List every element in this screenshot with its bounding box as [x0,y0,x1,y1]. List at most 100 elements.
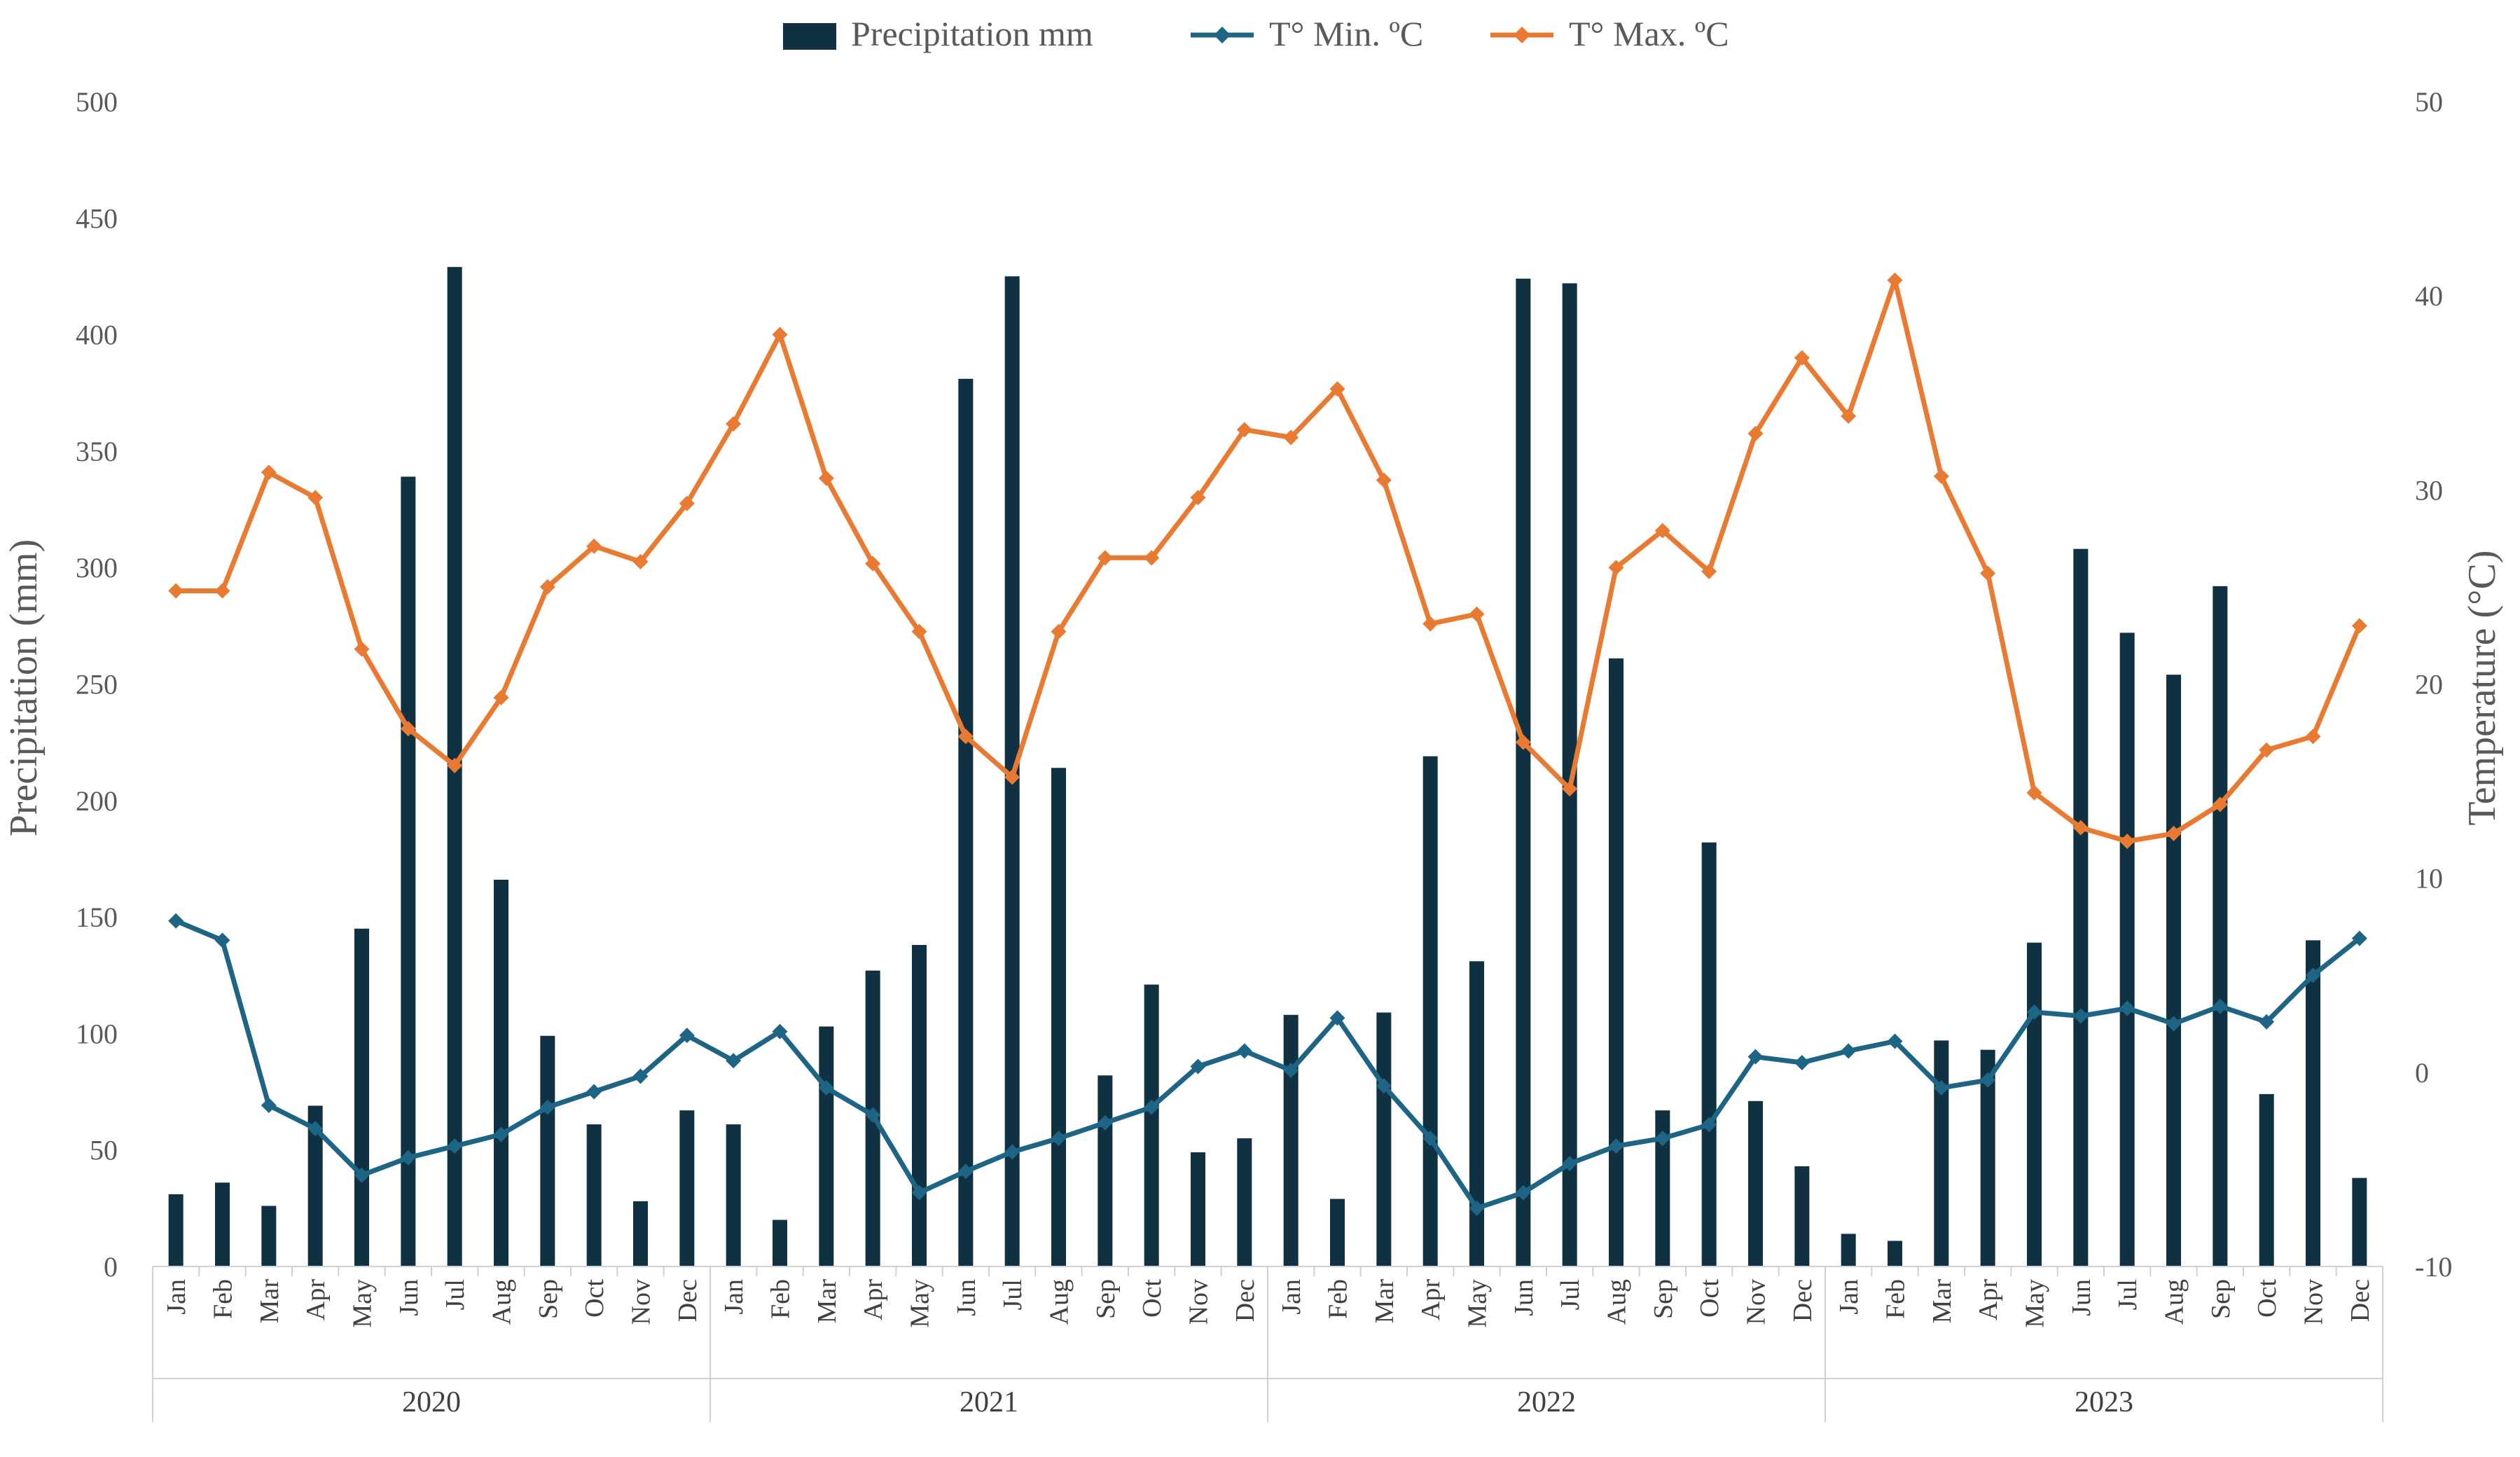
tmax-point [586,538,602,554]
x-tick-label-month: May [348,1279,378,1328]
tmax-point [1376,472,1392,488]
precipitation-bar [2119,633,2135,1266]
x-tick-label-month: Apr [859,1279,888,1320]
x-tick-label-month: Nov [1184,1279,1214,1325]
x-tick-label-month: Jun [394,1279,424,1316]
tmax-point [1329,381,1345,397]
tmin-point [447,1138,463,1154]
tmin-point [632,1068,649,1084]
tmin-point [2212,998,2228,1014]
tmax-point [168,583,184,599]
x-tick-label-month: Aug [2160,1279,2189,1325]
x-tick-label-month: Nov [627,1279,656,1325]
precipitation-bar [307,1105,323,1266]
tmax-point [447,757,463,773]
precipitation-bar [1794,1166,1810,1266]
y-left-tick-label: 100 [76,1018,118,1049]
precipitation-bar [540,1035,555,1266]
tmin-point [1329,1010,1345,1026]
tmin-point [2351,930,2367,946]
tmin-point [168,913,184,929]
tmin-point [2166,1016,2182,1032]
tmax-point [1515,734,1531,750]
tmax-point [679,495,695,511]
tmin-point [1515,1185,1531,1201]
precipitation-bars [168,267,2367,1267]
tmin-point [1887,1033,1903,1049]
y-right-tick-label: 0 [2415,1057,2429,1089]
x-tick-label-month: Sep [2206,1279,2236,1319]
tmax-point [493,689,509,705]
x-tick-label-month: Jul [441,1279,470,1310]
tmin-point [586,1084,602,1100]
precipitation-bar [1748,1100,1763,1266]
tmin-point [911,1185,927,1201]
tmin-point [1051,1131,1067,1147]
tmin-point [214,932,230,948]
tmin-point [1097,1114,1113,1131]
precipitation-bar [633,1201,648,1266]
x-tick-label-month: Mar [1370,1279,1399,1324]
x-tick-label-month: Oct [2252,1279,2282,1318]
tmax-point [1701,563,1717,579]
y-axis-left-title: Precipitation (mm) [2,539,46,837]
tmin-point [818,1080,834,1096]
y-left-tick-label: 0 [104,1251,118,1283]
legend-marker-tmin [1214,27,1231,43]
x-tick-label-month: Aug [487,1279,517,1325]
precipitation-bar [1237,1138,1252,1266]
tmin-series [168,913,2367,1216]
x-tick-label-month: Feb [1324,1279,1353,1319]
precipitation-bar [1934,1040,1949,1266]
tmax-point [1747,425,1764,441]
y-left-tick-label: 150 [76,902,118,933]
x-tick-label-month: Feb [766,1279,796,1319]
y-right-tick-label: -10 [2415,1251,2452,1283]
precipitation-bar [1841,1234,1856,1266]
tmin-point [1608,1138,1624,1154]
x-tick-label-year: 2021 [960,1386,1018,1418]
y-left-tick-label: 350 [76,436,118,467]
tmax-point [354,641,370,657]
precipitation-bar [401,476,416,1266]
y-left-tick-label: 500 [76,86,118,118]
tmin-point [1422,1131,1439,1147]
tmax-point [400,721,416,737]
tmax-point [1422,616,1439,632]
tmax-series [168,272,2367,850]
precipitation-bar [1098,1075,1113,1266]
x-tick-label-month: Aug [1045,1279,1074,1325]
y-right-tick-label: 30 [2415,474,2443,506]
tmin-point [2026,1004,2042,1020]
tmin-line [174,918,2361,1211]
tmin-point [1004,1144,1020,1160]
tmax-point [1933,468,1949,484]
tmax-point [1097,550,1113,566]
tmax-point [1236,422,1252,438]
tmin-point [1933,1080,1949,1096]
y-left-tick-label: 300 [76,552,118,584]
x-tick-label-month: Dec [1788,1279,1818,1322]
precipitation-bar [1516,278,1531,1266]
tmin-point [2305,967,2321,983]
tmin-point [1980,1072,1996,1088]
tmin-point [1654,1131,1670,1147]
tmax-point [1980,565,1996,581]
tmin-point [1841,1043,1857,1059]
tmax-point [2212,796,2228,813]
tmin-point [261,1097,277,1113]
precipitation-bar [2073,548,2089,1266]
tmax-point [911,623,927,640]
x-tick-label-month: Feb [209,1279,238,1319]
legend-item-tmin: T° Min. ºC [1191,14,1423,53]
x-tick-label-month: Jun [952,1279,981,1316]
precipitation-bar [1469,961,1484,1266]
x-tick-label-month: Dec [2346,1279,2375,1322]
x-tick-label-month: Jan [1834,1279,1864,1315]
y-left-tick-label: 250 [76,669,118,700]
y-left-tick-label: 400 [76,319,118,351]
tmax-point [1794,350,1810,366]
precipitation-bar [1562,283,1577,1267]
tmax-point [2259,742,2275,758]
tmax-point [2119,834,2135,850]
